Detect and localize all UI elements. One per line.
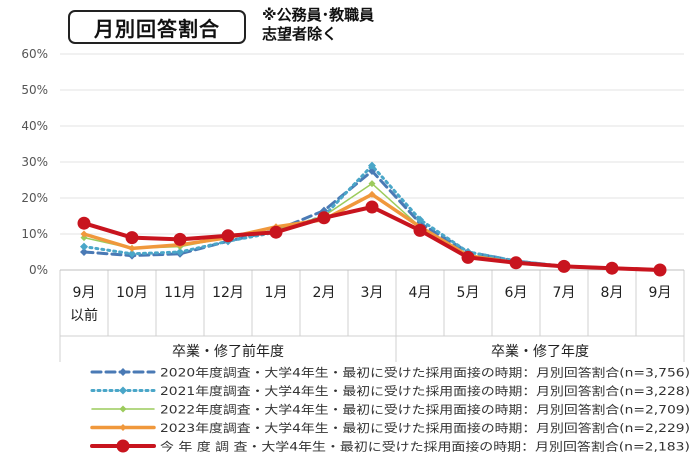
data-point: [128, 244, 136, 252]
data-point: [317, 211, 331, 225]
y-tick-label: 20%: [21, 191, 48, 205]
x-tick-label: 11月: [164, 285, 196, 301]
x-tick-label: 12月: [212, 285, 244, 301]
x-tick-label: 1月: [265, 285, 288, 301]
y-tick-label: 10%: [21, 227, 48, 241]
data-point: [557, 259, 571, 273]
data-point: [365, 200, 379, 214]
data-point: [368, 190, 376, 198]
x-tick-label: 9月: [649, 285, 672, 301]
legend-marker: [119, 405, 127, 413]
data-point: [80, 242, 88, 251]
data-point: [416, 215, 424, 224]
note-line-1: ※公務員･教職員: [262, 6, 375, 24]
legend-marker: [119, 386, 127, 395]
x-tick-label: 2月: [313, 285, 336, 301]
legend-marker: [119, 368, 127, 376]
x-tick-label: 6月: [505, 285, 528, 301]
y-tick-label: 60%: [21, 47, 48, 61]
legend-label: 今 年 度 調 査・大学4年生・最初に受けた採用面接の時期：月別回答割合(n=2…: [160, 440, 690, 454]
x-tick-label: 8月: [601, 285, 624, 301]
legend-marker: [119, 424, 127, 431]
data-point: [77, 216, 91, 230]
data-point: [80, 248, 88, 256]
data-point: [653, 263, 667, 277]
data-point: [128, 249, 136, 258]
group-label: 卒業・修了前年度: [172, 343, 284, 360]
x-tick-label: 7月: [553, 285, 576, 301]
legend-label: 2021年度調査・大学4年生・最初に受けた採用面接の時期：月別回答割合(n=3,…: [160, 384, 690, 398]
data-point: [461, 250, 475, 264]
legend-marker: [116, 439, 130, 453]
legend-label: 2023年度調査・大学4年生・最初に受けた採用面接の時期：月別回答割合(n=2,…: [160, 421, 690, 435]
legend-label: 2020年度調査・大学4年生・最初に受けた採用面接の時期：月別回答割合(n=3,…: [160, 366, 690, 380]
x-tick-label: 10月: [116, 285, 148, 301]
data-point: [176, 248, 184, 256]
data-point: [221, 229, 235, 243]
x-tick-label: 4月: [409, 285, 432, 301]
data-point: [80, 230, 88, 238]
data-point: [605, 261, 619, 275]
data-point: [125, 231, 139, 245]
series-line: [82, 205, 662, 272]
note-line-2: 志望者除く: [262, 25, 338, 43]
group-label: 卒業・修了年度: [491, 344, 589, 360]
data-point: [173, 232, 187, 246]
data-point: [368, 161, 376, 170]
y-tick-label: 0%: [29, 263, 48, 277]
x-tick-sublabel: 以前: [70, 307, 98, 324]
data-point: [413, 223, 427, 237]
y-tick-label: 50%: [21, 83, 48, 97]
x-tick-label: 5月: [457, 285, 480, 301]
x-tick-label: 3月: [361, 285, 384, 301]
x-tick-label: 9月: [73, 285, 96, 301]
data-point: [269, 225, 283, 239]
legend-label: 2022年度調査・大学4年生・最初に受けた採用面接の時期：月別回答割合(n=2,…: [160, 403, 690, 417]
y-tick-label: 30%: [21, 155, 48, 169]
data-point: [509, 256, 523, 270]
y-tick-label: 40%: [21, 119, 48, 133]
chart-title: 月別回答割合: [68, 10, 246, 44]
data-point: [368, 180, 376, 188]
chart-note: ※公務員･教職員 志望者除く: [262, 6, 374, 44]
